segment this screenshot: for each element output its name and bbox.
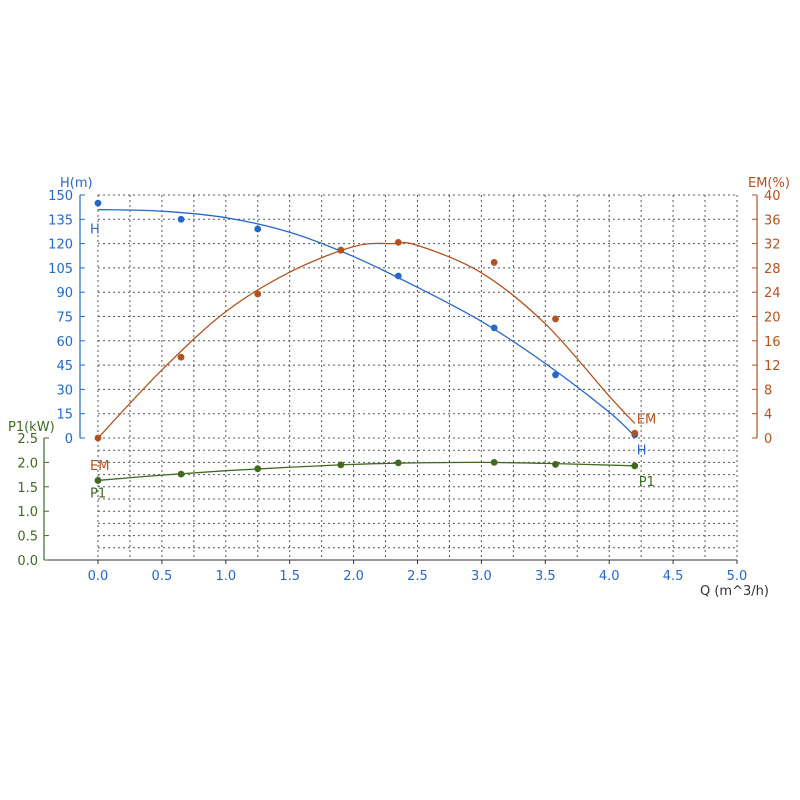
q-axis-title: Q (m^3/h) [700, 584, 769, 599]
em-axis-tick-label: 40 [764, 189, 781, 204]
h-axis-tick-label: 90 [56, 286, 73, 301]
em-data-point [490, 259, 498, 266]
x-axis-tick-label: 5.0 [727, 569, 748, 584]
h-axis-tick-label: 75 [56, 311, 73, 326]
h-data-point [394, 272, 402, 280]
x-axis-tick-label: 3.0 [471, 569, 492, 584]
x-axis-tick-label: 0.0 [88, 569, 109, 584]
em-data-point [177, 353, 185, 361]
p1-data-point [254, 465, 262, 473]
em-data-point [254, 290, 262, 298]
grid-layer [44, 194, 738, 561]
h-data-point [552, 371, 559, 379]
p1-data-point [94, 477, 102, 484]
p1-data-point [631, 462, 639, 470]
em-axis-tick-label: 8 [764, 383, 772, 398]
p1-curve-label: P1 [639, 475, 655, 490]
em-data-point [337, 246, 345, 254]
p1-curve [97, 461, 635, 482]
em-axis-title: EM(%) [748, 176, 790, 191]
p1-axis-tick-label: 0.0 [17, 554, 38, 569]
p1-axis-tick-label: 2.5 [17, 432, 38, 447]
p1-axis-title: P1(kW) [8, 420, 55, 435]
em-data-point [94, 434, 102, 442]
h-axis-tick-label: 60 [56, 335, 73, 350]
axes-layer: H(m) EM(%) P1(kW) Q (m^3/h) 0 15 30 45 60 75 9… [8, 176, 790, 599]
em-curve [97, 241, 636, 439]
h-axis-tick-label: 45 [56, 359, 73, 374]
em-data-point [631, 429, 639, 437]
h-data-point [94, 199, 102, 207]
x-axis-tick-label: 2.5 [407, 569, 428, 584]
h-axis-tick-label: 15 [56, 408, 73, 423]
h-axis-tick-label: 30 [56, 383, 73, 398]
p1-data-point [177, 470, 185, 478]
em-axis-tick-label: 36 [764, 213, 781, 228]
em-axis-tick-label: 24 [764, 286, 781, 301]
p1-axis-tick-label: 0.5 [17, 530, 38, 545]
h-curve-label: H [90, 223, 100, 238]
em-axis-tick-label: 12 [764, 359, 781, 374]
p1-axis-tick-label: 1.5 [17, 481, 38, 496]
em-axis-tick-label: 20 [764, 311, 781, 326]
p1-axis-tick-label: 2.0 [17, 456, 38, 471]
p1-data-point [552, 460, 559, 468]
h-axis-tick-label: 135 [48, 213, 73, 228]
h-curve [97, 208, 636, 437]
em-axis-tick-label: 28 [764, 262, 781, 277]
p1-curve-label: P1 [90, 486, 106, 501]
em-axis-tick-label: 0 [764, 432, 772, 447]
x-axis-tick-label: 0.5 [152, 569, 173, 584]
x-axis-tick-label: 1.0 [215, 569, 236, 584]
h-axis-tick-label: 105 [48, 262, 73, 277]
em-curve-label: EM [90, 459, 109, 474]
em-axis-tick-label: 32 [764, 238, 781, 253]
em-axis-tick-label: 16 [764, 335, 781, 350]
h-axis-tick-label: 0 [65, 432, 73, 447]
x-axis-tick-label: 3.5 [535, 569, 556, 584]
em-data-point [394, 238, 402, 246]
h-data-point [254, 225, 262, 233]
series-layer: H H EM EM P1 P1 [90, 199, 656, 501]
p1-data-point [394, 459, 402, 467]
p1-axis-tick-label: 1.0 [17, 505, 38, 520]
em-data-point [552, 315, 559, 323]
p1-data-point [337, 461, 345, 469]
p1-data-point [490, 459, 498, 466]
em-axis-tick-label: 4 [764, 408, 772, 423]
x-axis-tick-label: 1.5 [279, 569, 300, 584]
h-axis-title: H(m) [60, 176, 93, 191]
x-axis-tick-label: 4.0 [599, 569, 620, 584]
h-data-point [490, 324, 498, 332]
em-curve-label: EM [637, 412, 656, 427]
x-axis-tick-label: 2.0 [343, 569, 364, 584]
x-axis-tick-label: 4.5 [663, 569, 684, 584]
h-data-point [177, 215, 185, 223]
h-curve-label: H [637, 443, 647, 458]
h-axis-tick-label: 120 [48, 238, 73, 253]
h-axis-tick-label: 150 [48, 189, 73, 204]
